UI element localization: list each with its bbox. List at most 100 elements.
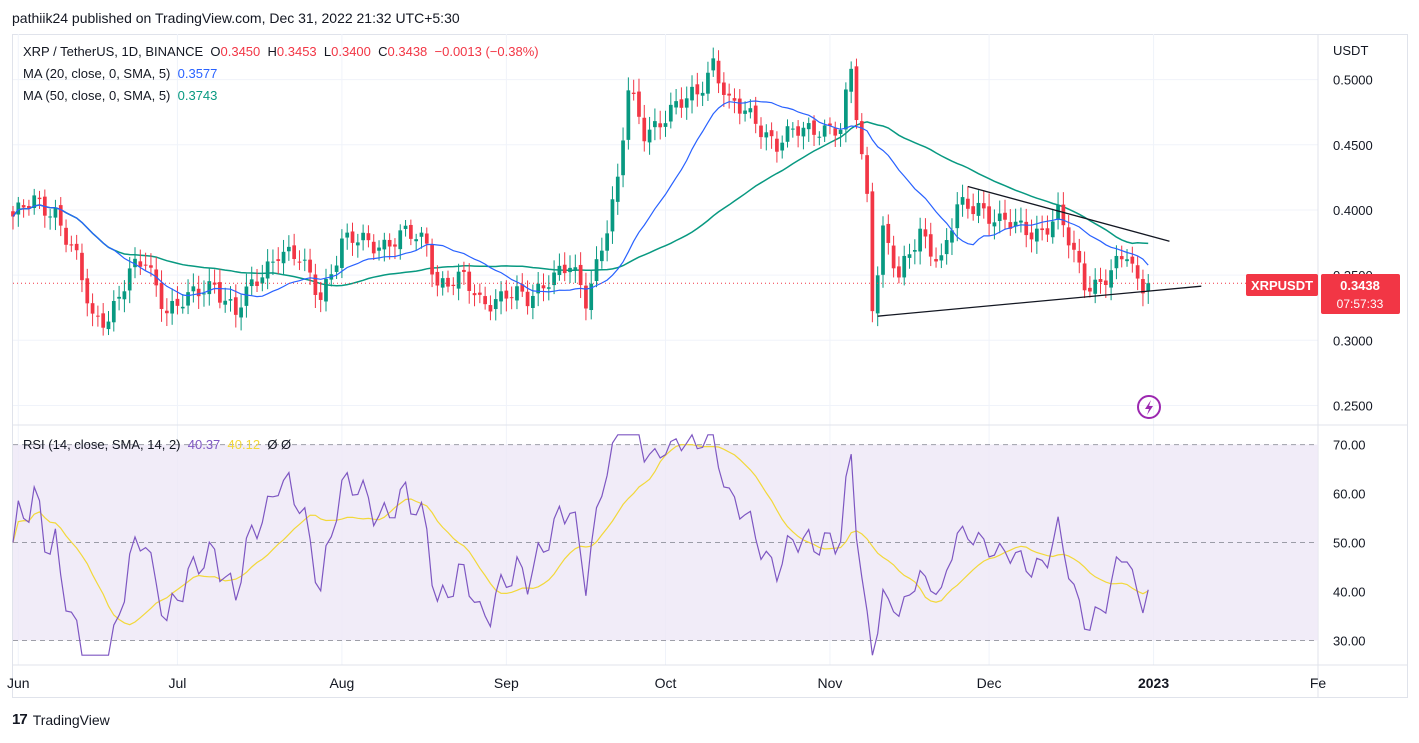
candle-body [265, 261, 270, 279]
candle [297, 250, 302, 271]
candle [170, 288, 175, 325]
candle [981, 190, 986, 219]
candle [642, 104, 647, 152]
candle-body [361, 232, 365, 241]
candle [684, 86, 689, 120]
candle [928, 222, 933, 267]
candle [260, 264, 265, 292]
candle [552, 260, 556, 295]
candle-body [504, 290, 509, 299]
rsi-band-layer [13, 444, 1318, 642]
footer-brand[interactable]: TradingView [32, 711, 110, 728]
candle [1072, 230, 1076, 263]
candle [944, 228, 949, 265]
candle-body [430, 244, 434, 275]
candle [324, 268, 328, 312]
candle-body [828, 123, 832, 126]
candle [1146, 274, 1151, 304]
candle [546, 275, 551, 301]
price-tick-label: 0.5000 [1333, 73, 1373, 88]
candle [796, 120, 800, 148]
candle [387, 233, 392, 260]
rsi-ma-line [12, 444, 1149, 626]
candle-body [881, 225, 885, 275]
lightning-icon[interactable] [1137, 395, 1161, 419]
candle [663, 110, 668, 137]
candle-body [170, 300, 175, 314]
candle [1019, 207, 1023, 233]
candle-body [817, 136, 822, 138]
candle-body [1109, 270, 1113, 288]
time-tick-label: 2023 [1138, 675, 1169, 691]
candle-body [387, 239, 392, 247]
time-tick-label: Fe [1310, 675, 1327, 691]
candle [727, 83, 732, 109]
candle-body [212, 282, 217, 285]
candle-body [1061, 204, 1066, 226]
candle [32, 188, 37, 215]
price-tick-label: 0.2500 [1333, 398, 1373, 413]
legend-low: 0.3400 [331, 44, 371, 59]
candle-body [371, 241, 376, 254]
price-badge-countdown: 07:57:33 [1337, 297, 1384, 311]
legend-ma50[interactable]: MA (50, close, 0, SMA, 5) 0.3743 [23, 88, 218, 103]
candle-body [891, 245, 896, 269]
chart-frame[interactable] [12, 34, 1408, 698]
candle [1013, 208, 1018, 234]
candle-body [58, 205, 63, 226]
candle [732, 88, 737, 114]
candle [117, 285, 121, 311]
candle [605, 220, 610, 262]
candle-body [366, 233, 371, 241]
candle [1114, 245, 1119, 280]
rsi-tick-label: 60.00 [1333, 487, 1366, 502]
candle [159, 270, 164, 322]
candle-body [249, 279, 254, 287]
legend-rsi-value: 40.37 [187, 437, 221, 452]
legend-ma20[interactable]: MA (20, close, 0, SMA, 5) 0.3577 [23, 66, 218, 81]
candle-body [637, 91, 641, 117]
tradingview-logo-icon[interactable]: 17 [12, 711, 28, 728]
candle [700, 81, 705, 107]
candle-body [695, 84, 700, 95]
candle [674, 89, 678, 115]
candle [138, 249, 143, 276]
candle-body [1045, 228, 1050, 235]
candle-body [822, 125, 827, 137]
triangle-lower-trendline [877, 285, 1202, 317]
candle [1034, 215, 1039, 254]
candle [865, 146, 869, 203]
candle [53, 199, 58, 231]
legend-ma50-value: 0.3743 [177, 88, 218, 103]
candle-body [53, 207, 58, 218]
candle [764, 124, 769, 151]
candle-body [207, 281, 212, 295]
candle-body [143, 264, 148, 266]
candle [286, 235, 291, 261]
axis-layer: 0.50000.45000.40000.35000.30000.2500USDT… [7, 43, 1373, 691]
candle-body [334, 265, 339, 272]
candle-body [1141, 279, 1145, 294]
candle [393, 238, 397, 260]
candle [462, 261, 466, 285]
candle [833, 121, 838, 147]
candle-body [159, 282, 164, 309]
triangle-upper-trendline [967, 185, 1170, 242]
time-tick-label: Nov [817, 675, 842, 691]
candle-body [233, 297, 238, 315]
candle [1003, 199, 1007, 230]
candle-body [658, 123, 663, 128]
price-tick-label: 0.3000 [1333, 333, 1373, 348]
candle [80, 243, 84, 293]
candle-body [562, 264, 567, 274]
legend-rsi[interactable]: RSI (14, close, SMA, 14, 2) 40.37 40.12 … [23, 437, 292, 452]
candle-body [599, 250, 604, 262]
candle-body [96, 315, 100, 317]
candle-body [520, 284, 525, 292]
candle [966, 186, 970, 219]
candle-body [859, 121, 864, 155]
candle-body [584, 285, 588, 309]
candle [302, 248, 307, 272]
candle-body [897, 266, 901, 278]
